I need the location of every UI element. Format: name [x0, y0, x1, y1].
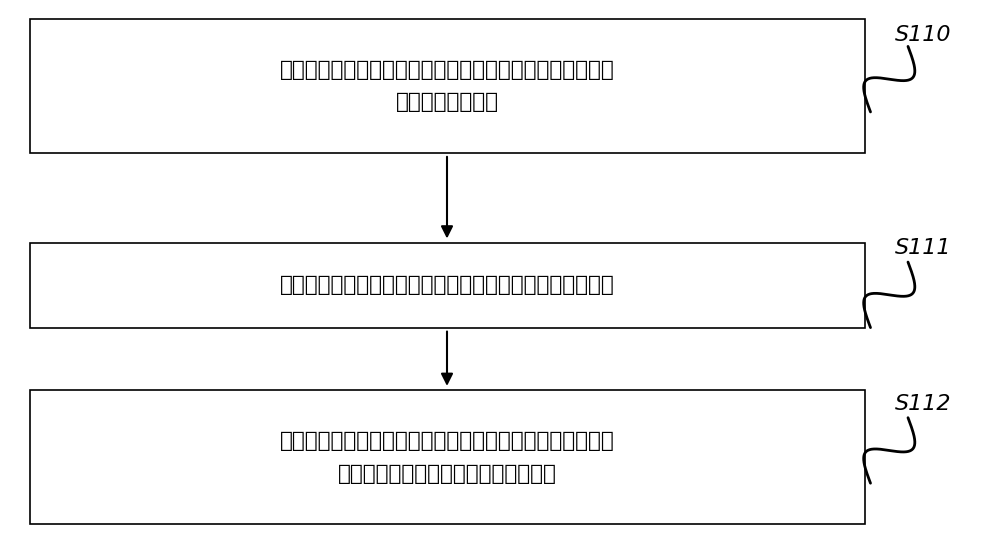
FancyBboxPatch shape [30, 390, 865, 524]
Text: S110: S110 [895, 26, 952, 45]
Text: S112: S112 [895, 394, 952, 414]
Text: S111: S111 [895, 239, 952, 258]
Text: 将所述电路网表中，连接在电源线和器件单元之间的连接线
路作为电源连接线: 将所述电路网表中，连接在电源线和器件单元之间的连接线 路作为电源连接线 [280, 60, 615, 112]
FancyBboxPatch shape [30, 19, 865, 153]
Text: 将用于创建电源通路的连接线路作为电源连接线，将用于创
建地线通路的连接线路作为地线连接线: 将用于创建电源通路的连接线路作为电源连接线，将用于创 建地线通路的连接线路作为地… [280, 431, 615, 484]
Text: 将所述电路网表中，与地线相接的连接线路作为地线连接线: 将所述电路网表中，与地线相接的连接线路作为地线连接线 [280, 275, 615, 295]
FancyBboxPatch shape [30, 243, 865, 328]
